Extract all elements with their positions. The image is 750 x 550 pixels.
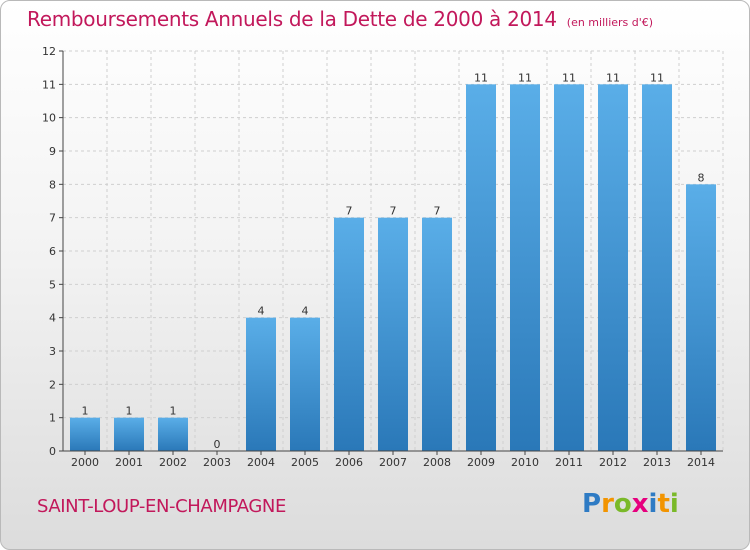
- y-tick-label: 6: [49, 245, 56, 258]
- x-tick-label: 2008: [423, 456, 451, 469]
- y-tick-label: 7: [49, 212, 56, 225]
- location-name: SAINT-LOUP-EN-CHAMPAGNE: [37, 496, 286, 517]
- logo-letter: x: [631, 489, 649, 519]
- x-tick-label: 2007: [379, 456, 407, 469]
- x-tick-label: 2009: [467, 456, 495, 469]
- data-label: 4: [302, 305, 309, 318]
- logo-letter: r: [601, 489, 614, 519]
- logo-letter: i: [648, 489, 658, 519]
- y-tick-label: 5: [49, 278, 56, 291]
- y-tick-label: 2: [49, 378, 56, 391]
- y-tick-label: 10: [42, 112, 56, 125]
- data-label: 7: [390, 205, 397, 218]
- y-tick-label: 12: [42, 45, 56, 58]
- bar: [70, 417, 100, 451]
- x-tick-label: 2004: [247, 456, 275, 469]
- y-tick-label: 3: [49, 345, 56, 358]
- x-tick-label: 2003: [203, 456, 231, 469]
- bar: [290, 317, 320, 451]
- bar: [158, 417, 188, 451]
- bar: [510, 84, 540, 451]
- logo-letter: i: [669, 489, 679, 519]
- y-tick-label: 8: [49, 178, 56, 191]
- y-tick-label: 0: [49, 445, 56, 458]
- bar: [422, 217, 452, 451]
- x-tick-label: 2013: [643, 456, 671, 469]
- logo-letter: o: [613, 489, 632, 519]
- chart-title: Remboursements Annuels de la Dette de 20…: [27, 7, 653, 31]
- y-tick-label: 9: [49, 145, 56, 158]
- bar: [642, 84, 672, 451]
- y-tick-label: 4: [49, 312, 56, 325]
- data-label: 7: [346, 205, 353, 218]
- x-tick-label: 2011: [555, 456, 583, 469]
- data-label: 11: [474, 71, 488, 84]
- data-label: 11: [562, 71, 576, 84]
- x-tick-label: 2005: [291, 456, 319, 469]
- logo-letter: t: [657, 489, 670, 519]
- x-tick-label: 2000: [71, 456, 99, 469]
- x-tick-label: 2001: [115, 456, 143, 469]
- x-tick-label: 2012: [599, 456, 627, 469]
- labels-layer: 2000 1 2001 1 2002 1 2003 0 2004 4 2005 4 2006 7 2007 7…: [71, 71, 715, 469]
- bar: [598, 84, 628, 451]
- bar: [466, 84, 496, 451]
- data-label: 0: [214, 438, 221, 451]
- data-label: 11: [606, 71, 620, 84]
- data-label: 1: [170, 405, 177, 418]
- x-tick-label: 2010: [511, 456, 539, 469]
- x-tick-label: 2014: [687, 456, 715, 469]
- unit-note: (en milliers d'€): [566, 16, 654, 29]
- logo-letter: P: [582, 489, 602, 519]
- bar: [686, 184, 716, 452]
- x-tick-label: 2002: [159, 456, 187, 469]
- bar: [114, 417, 144, 451]
- data-label: 1: [126, 405, 133, 418]
- data-label: 8: [698, 171, 705, 184]
- bar: [246, 317, 276, 451]
- bar: [334, 217, 364, 451]
- data-label: 7: [434, 205, 441, 218]
- data-label: 4: [258, 305, 265, 318]
- chart-title-text: Remboursements Annuels de la Dette de 20…: [27, 7, 557, 31]
- bars-layer: [70, 84, 716, 452]
- data-label: 11: [518, 71, 532, 84]
- bar: [554, 84, 584, 451]
- proxiti-logo: Proxiti: [582, 489, 679, 519]
- data-label: 1: [82, 405, 89, 418]
- x-tick-label: 2006: [335, 456, 363, 469]
- data-label: 11: [650, 71, 664, 84]
- y-tick-label: 1: [49, 412, 56, 425]
- bar: [378, 217, 408, 451]
- y-tick-label: 11: [42, 78, 56, 91]
